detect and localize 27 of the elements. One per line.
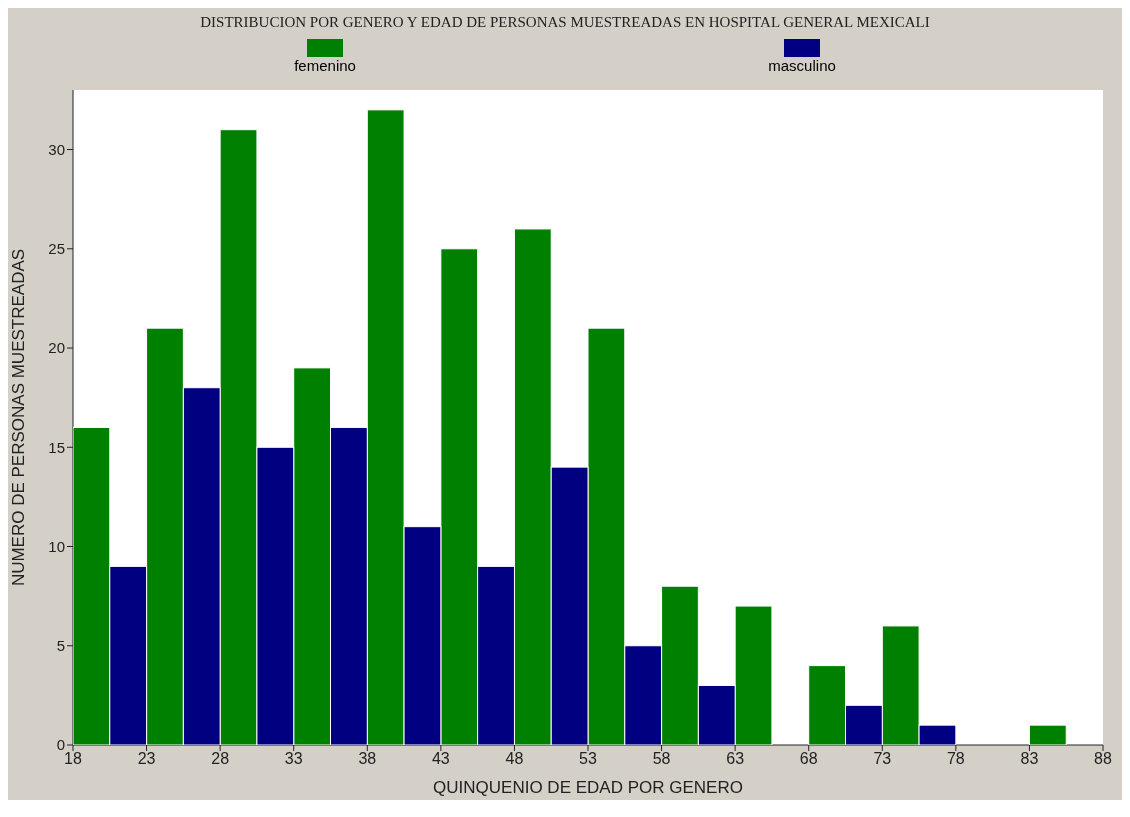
x-axis-title: QUINQUENIO DE EDAD POR GENERO [433,778,743,797]
y-tick-label: 30 [48,140,65,158]
x-tick-label: 68 [799,750,818,768]
x-tick-label: 73 [873,750,892,768]
x-tick-label: 63 [726,750,745,768]
x-tick-label: 43 [431,750,450,768]
x-tick-label: 88 [1094,750,1112,768]
x-tick-label: 83 [1020,750,1039,768]
y-tick-label: 5 [56,637,65,655]
x-tick-label: 33 [284,750,303,768]
y-axis-title: NUMERO DE PERSONAS MUESTREADAS [9,248,29,587]
chart-title: DISTRIBUCION POR GENERO Y EDAD DE PERSONAS MUESTREADAS EN HOSPITAL GENERAL MEXICALI [199,14,931,32]
x-tick-label: 78 [946,750,965,768]
y-tick-label: 15 [48,438,65,456]
y-tick-label: 10 [48,537,65,555]
x-tick-label: 53 [579,750,597,768]
y-tick-label: 0 [56,736,65,754]
x-tick-label: 28 [211,750,230,768]
x-tick-label: 18 [64,750,82,768]
x-tick-label: 48 [505,750,524,768]
y-tick-label: 20 [48,339,65,357]
y-tick-label: 25 [48,240,65,258]
x-tick-label: 38 [358,750,377,768]
legend-label: masculino [768,57,836,74]
x-tick-label: 23 [137,750,156,768]
legend-label: femenino [294,57,356,74]
x-tick-label: 58 [652,750,671,768]
